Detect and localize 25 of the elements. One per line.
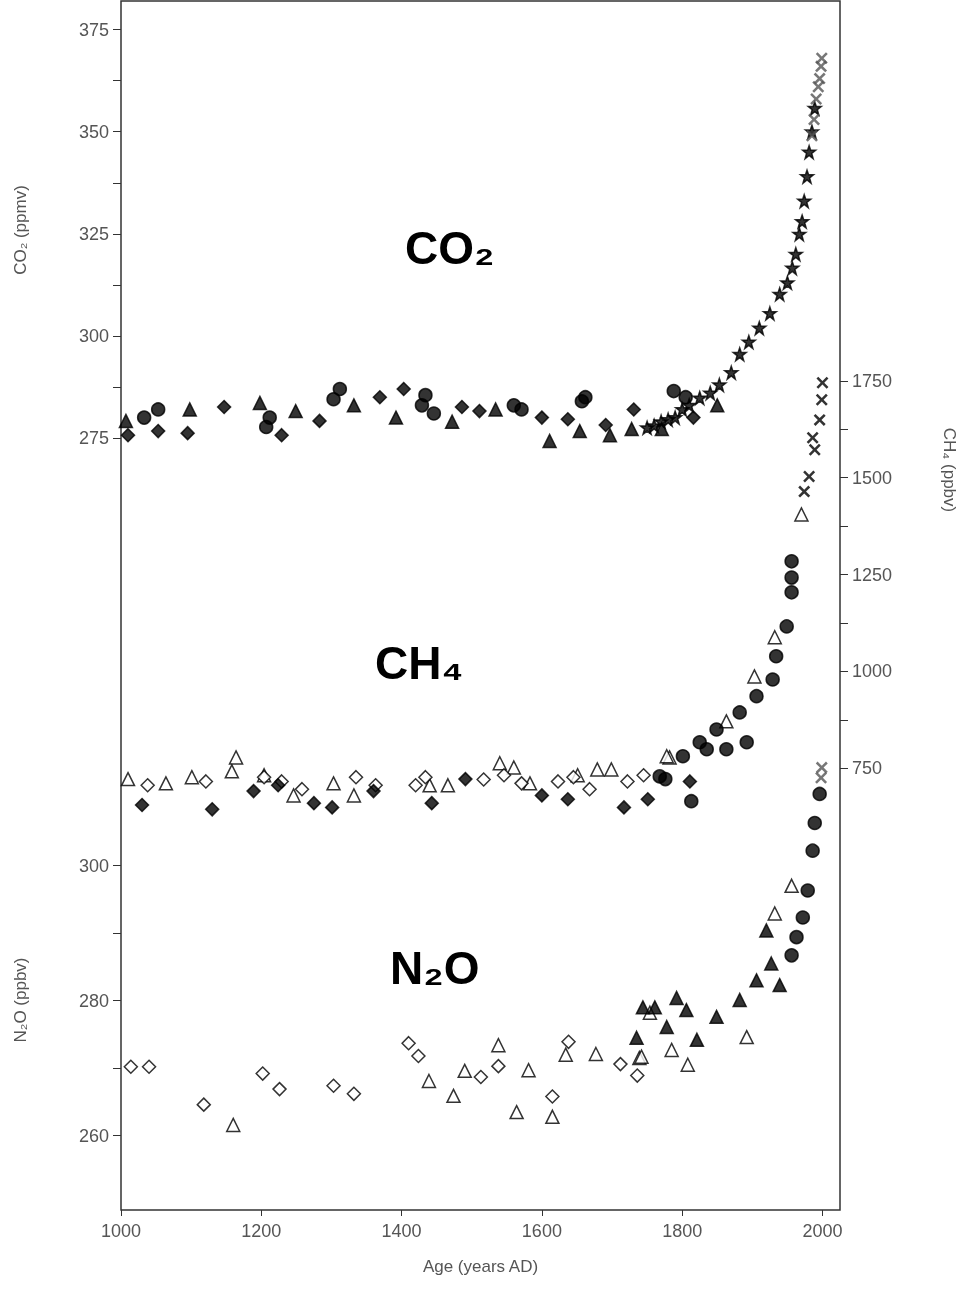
y2-tick-label: 1500 <box>852 467 893 488</box>
y2-tick-label: 1750 <box>852 370 893 391</box>
y-tick-label: 350 <box>78 121 109 142</box>
annotation: CH₄ <box>375 637 464 689</box>
x-tick-label: 1400 <box>381 1221 422 1241</box>
y2-tick-label: 1000 <box>852 661 893 682</box>
x-tick-label: 2000 <box>802 1221 843 1241</box>
y-tick-label: 275 <box>78 428 109 449</box>
x-tick-label: 1000 <box>100 1221 142 1241</box>
y2-tick-label: 1250 <box>852 564 893 585</box>
x-axis-title: Age (years AD) <box>422 1257 539 1276</box>
x-tick-label: 1800 <box>662 1221 703 1241</box>
x-tick-label: 1600 <box>521 1221 562 1241</box>
y-tick-label: 375 <box>78 19 109 40</box>
y2-tick-label: 750 <box>852 758 883 779</box>
y3-axis-title: N₂O (ppbv) <box>11 957 30 1043</box>
x-tick-label: 1200 <box>241 1221 282 1241</box>
y2-axis-title: CH₄ (ppbv) <box>940 427 959 513</box>
y3-tick-label: 260 <box>78 1125 109 1146</box>
y3-tick-label: 280 <box>78 990 109 1011</box>
y-tick-label: 325 <box>78 223 109 244</box>
annotation: CO₂ <box>405 222 495 274</box>
annotation: N₂O <box>390 942 480 994</box>
y-axis-title: CO₂ (ppmv) <box>11 185 30 275</box>
y-tick-label: 300 <box>78 325 109 346</box>
